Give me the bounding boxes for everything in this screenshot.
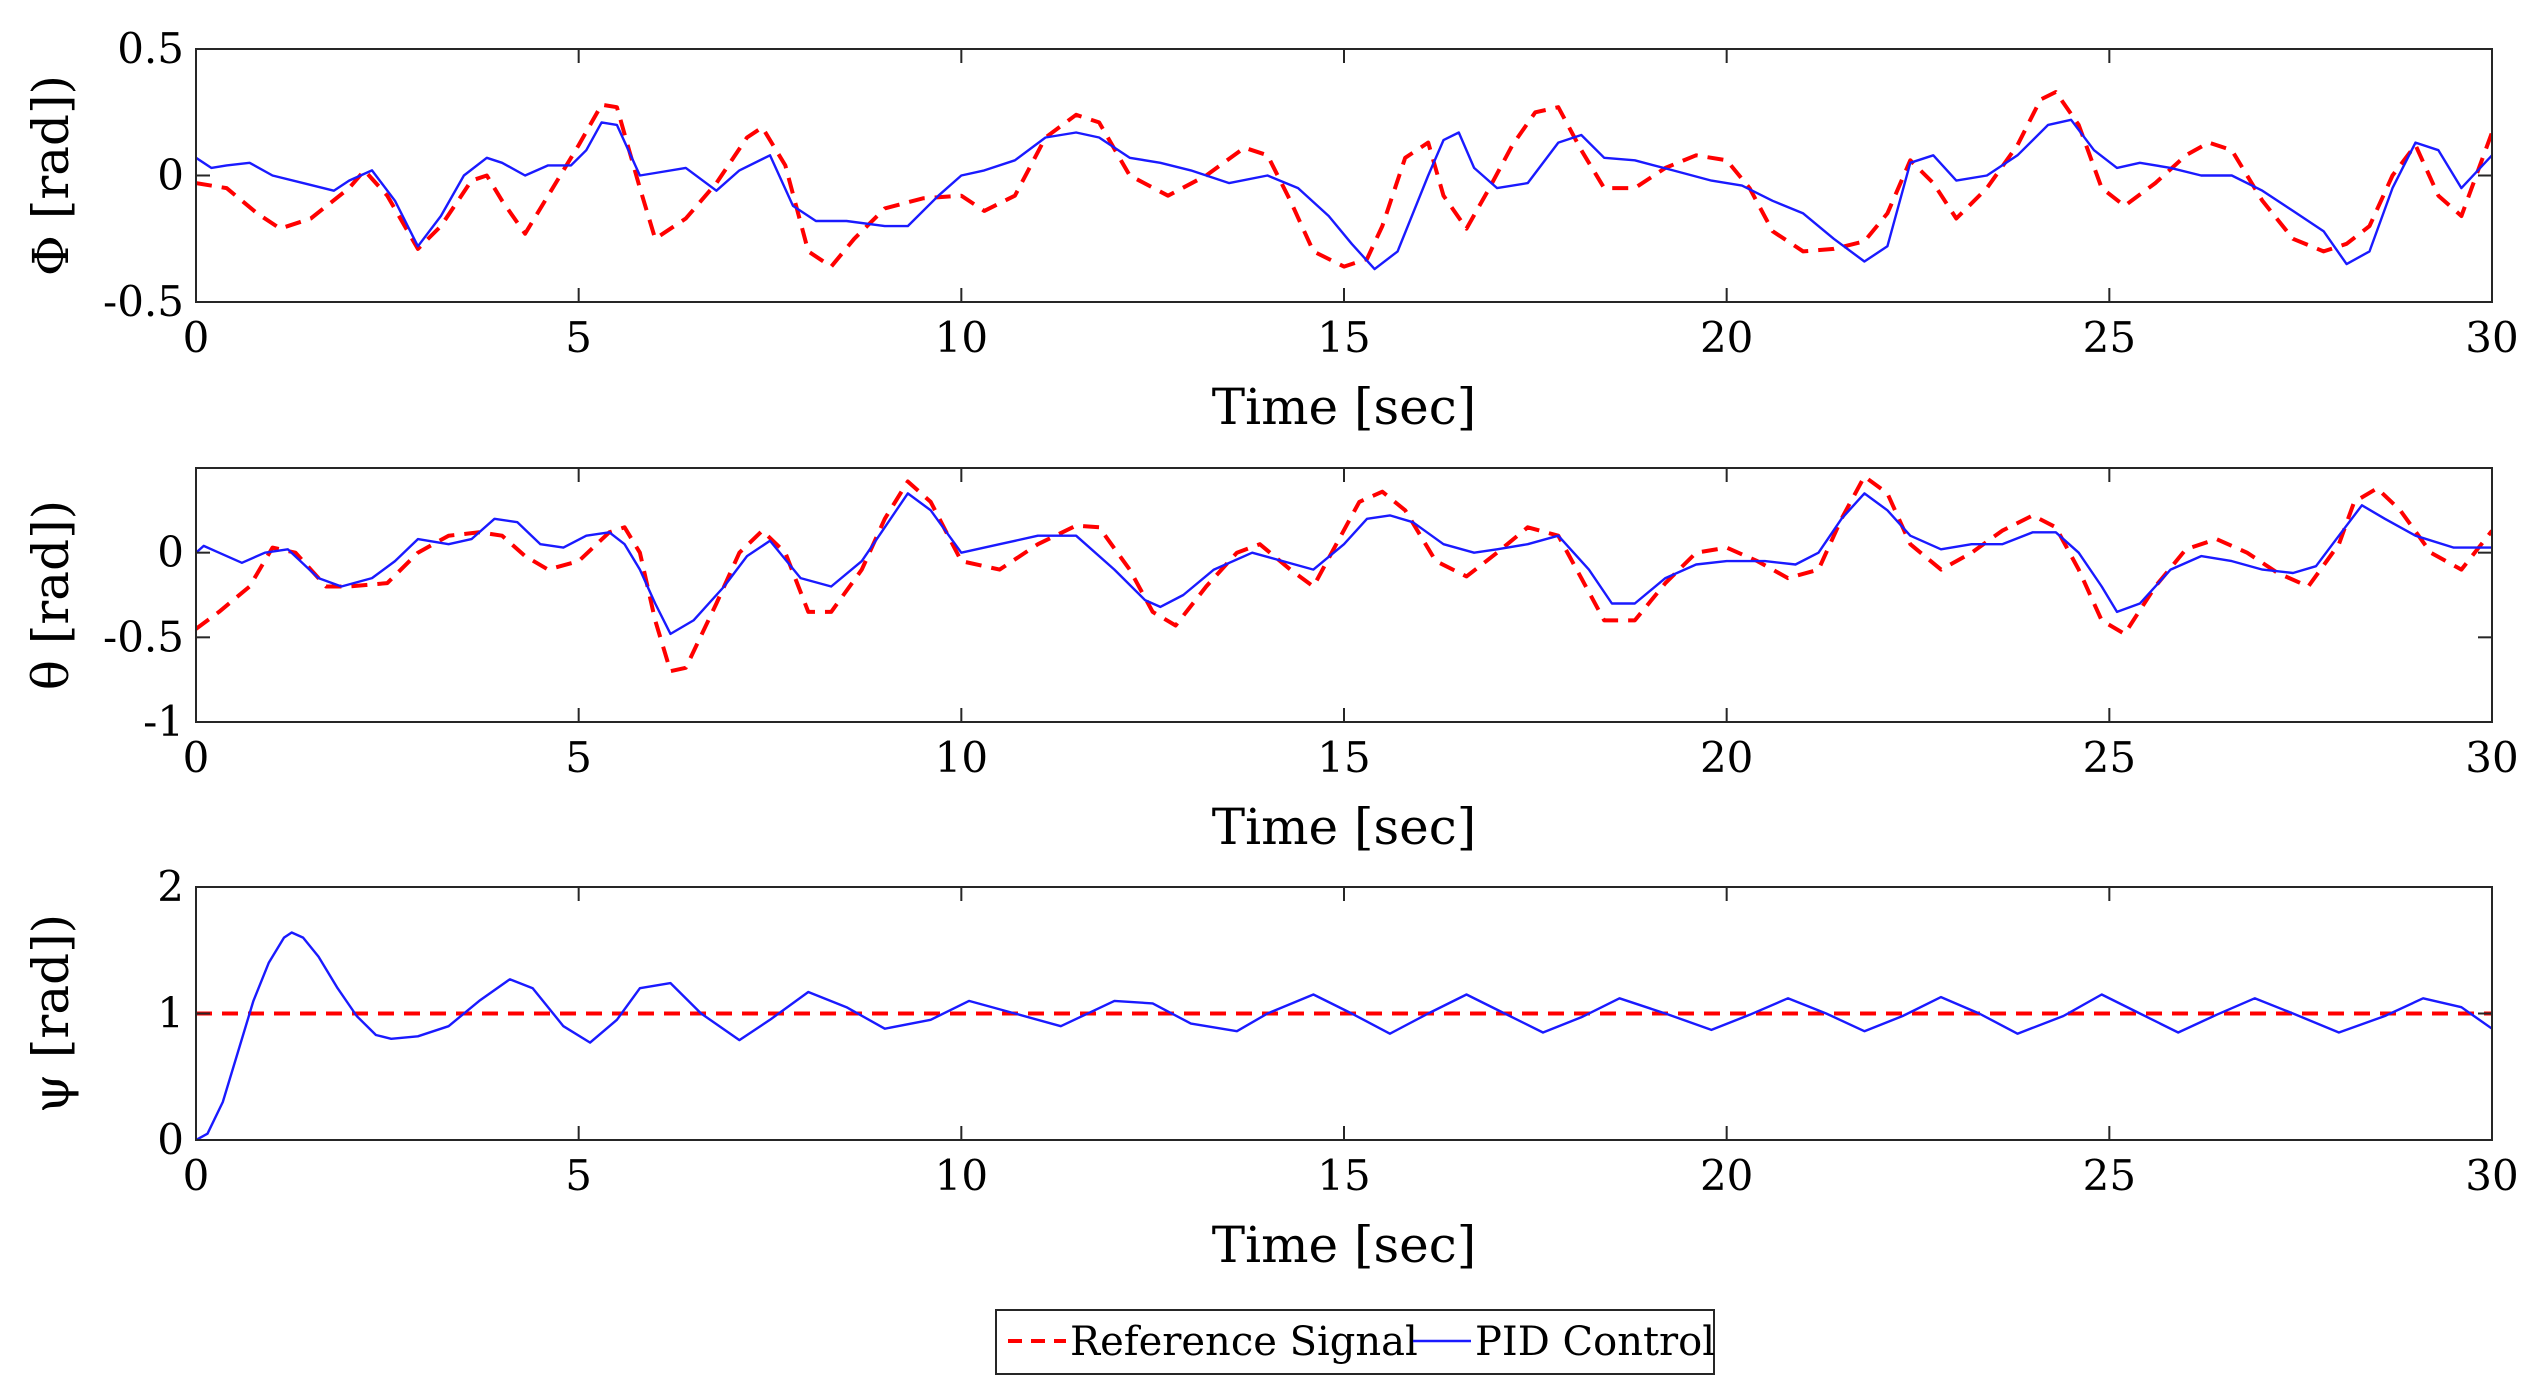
theta-ytick-label: -1: [143, 697, 184, 746]
phi-ytick-label: 0.5: [117, 24, 184, 73]
phi-xtick-label: 10: [935, 313, 988, 362]
phi-ylabel: Φ [rad]): [22, 75, 80, 276]
theta-xlabel: Time [sec]: [1212, 798, 1477, 856]
theta-plot-area: 0 5 10 15 20 25 30 -1 -0.5 0: [103, 467, 2519, 782]
phi-xtick-label: 30: [2465, 313, 2518, 362]
theta-xtick-label: 25: [2083, 733, 2136, 782]
theta-pid-series: [196, 492, 2492, 636]
phi-xtick-label: 15: [1317, 313, 1370, 362]
phi-xlabel: Time [sec]: [1212, 378, 1477, 436]
psi-xtick-label: 5: [565, 1151, 592, 1200]
legend-pid-label: PID Control: [1475, 1319, 1715, 1365]
psi-subplot: 0 5 10 15 20 25 30 0 1 2 Time [sec] ψ [rad]): [22, 862, 2519, 1274]
theta-ytick-label: 0: [157, 528, 184, 577]
psi-xtick-label: 30: [2465, 1151, 2518, 1200]
psi-xtick-label: 25: [2083, 1151, 2136, 1200]
psi-ytick-label: 2: [157, 862, 184, 911]
theta-ylabel: θ [rad]): [22, 500, 80, 690]
legend: Reference Signal PID Control: [995, 1309, 1715, 1375]
psi-plot-area: 0 5 10 15 20 25 30 0 1 2: [157, 862, 2518, 1200]
psi-xlabel: Time [sec]: [1212, 1216, 1477, 1274]
theta-xtick-label: 20: [1700, 733, 1753, 782]
phi-plot-area: 0 5 10 15 20 25 30-0.500.5: [103, 24, 2519, 362]
phi-pid-series: [196, 118, 2492, 271]
phi-xtick-label: 0: [183, 313, 210, 362]
phi-xtick-label: 25: [2083, 313, 2136, 362]
legend-reference-label: Reference Signal: [1070, 1319, 1418, 1365]
psi-ytick-label: 0: [157, 1115, 184, 1164]
theta-xtick-label: 0: [183, 733, 210, 782]
theta-subplot: 0 5 10 15 20 25 30 -1 -0.5 0 Time [sec] θ [rad]): [22, 467, 2519, 856]
phi-xtick-label: 5: [565, 313, 592, 362]
phi-ytick-label: -0.5: [103, 277, 184, 326]
psi-pid-series: [196, 931, 2492, 1140]
phi-subplot: 0 5 10 15 20 25 30-0.500.5 Time [sec] Φ [rad]): [22, 24, 2519, 436]
theta-xtick-label: 15: [1317, 733, 1370, 782]
theta-xtick-label: 30: [2465, 733, 2518, 782]
legend-box: [995, 1309, 1715, 1375]
phi-xtick-label: 20: [1700, 313, 1753, 362]
psi-ytick-label: 1: [157, 989, 184, 1038]
theta-reference-series: [196, 474, 2492, 674]
theta-ytick-label: -0.5: [103, 612, 184, 661]
psi-xtick-label: 20: [1700, 1151, 1753, 1200]
psi-xtick-label: 0: [183, 1151, 210, 1200]
theta-xtick-label: 5: [565, 733, 592, 782]
psi-xtick-label: 15: [1317, 1151, 1370, 1200]
psi-xtick-label: 10: [935, 1151, 988, 1200]
theta-xtick-label: 10: [935, 733, 988, 782]
psi-ylabel: ψ [rad]): [22, 914, 80, 1113]
phi-ytick-label: 0: [157, 151, 184, 200]
